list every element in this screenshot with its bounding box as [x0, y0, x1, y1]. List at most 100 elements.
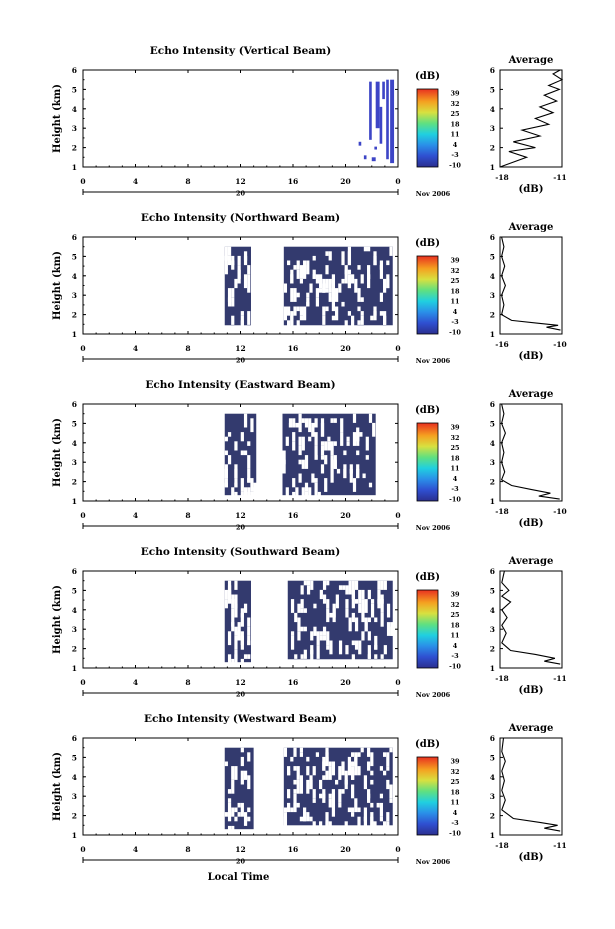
data-gap [293, 802, 297, 813]
data-gap [357, 320, 361, 325]
data-gap [231, 658, 235, 664]
data-gap [299, 315, 304, 321]
data-gap [356, 436, 360, 446]
data-gap [324, 441, 328, 451]
echo-data [358, 79, 395, 164]
data-gap [310, 645, 314, 655]
data-gap [240, 311, 244, 316]
average-y-tick-label: 6 [490, 400, 495, 409]
data-gap [247, 807, 251, 813]
plot-frame [82, 69, 399, 168]
data-gap [312, 274, 316, 279]
data-gap [319, 288, 323, 293]
data-gap [309, 816, 313, 822]
y-axis-label: Height (km) [52, 752, 63, 821]
data-gap [370, 603, 375, 618]
colorbar-tick-label: 25 [450, 277, 460, 285]
y-tick-label: 3 [72, 291, 77, 300]
data-gap [351, 594, 355, 609]
data-gap [227, 798, 232, 803]
data-gap [347, 311, 352, 316]
data-gap [234, 766, 238, 780]
average-y-tick-label: 2 [490, 645, 495, 654]
data-gap [234, 807, 238, 813]
data-gap [374, 654, 378, 659]
x-tick-label: 20 [340, 845, 350, 854]
data-gap [308, 436, 312, 442]
data-gap [374, 645, 378, 650]
colorbar-tick-label: 32 [450, 100, 459, 108]
x-tick-label: 20 [340, 678, 350, 687]
average-x-tick-label: -18 [495, 173, 509, 182]
data-gap [383, 315, 387, 325]
data-gap [243, 255, 248, 266]
data-gap [370, 752, 374, 767]
data-gap [379, 816, 384, 822]
data-gap [326, 599, 330, 609]
y-tick-label: 6 [72, 400, 77, 409]
average-title: Average [508, 222, 554, 233]
data-gap [234, 580, 238, 590]
data-gap [367, 246, 371, 252]
data-gap [227, 789, 232, 794]
y-tick-label: 5 [72, 252, 77, 261]
x-tick-label: 20 [340, 344, 350, 353]
y-axis-label: Height (km) [52, 84, 63, 153]
x-tick-label: 12 [235, 177, 245, 186]
y-tick-label: 4 [72, 439, 77, 448]
data-gap [354, 599, 359, 604]
data-gap [351, 807, 355, 813]
colorbar-tick-label: 18 [450, 454, 460, 462]
data-gap [383, 278, 387, 293]
data-gap [354, 798, 358, 813]
data-gap [319, 631, 323, 636]
data-gap [304, 418, 309, 428]
data-gap [231, 825, 235, 831]
average-y-tick-label: 4 [490, 439, 495, 448]
data-gap [287, 320, 291, 330]
data-gap [367, 747, 371, 757]
data-gap [320, 422, 325, 437]
echo-data [224, 413, 376, 506]
data-gap [247, 311, 251, 325]
data-gap [306, 580, 311, 586]
data-gap [367, 274, 371, 289]
data-gap [352, 478, 357, 492]
data-gap [347, 761, 352, 776]
data-gap [326, 608, 330, 623]
y-tick-label: 4 [72, 606, 77, 615]
data-gap [328, 821, 332, 836]
x-tick-label: 0 [80, 177, 85, 186]
data-gap [227, 288, 232, 302]
data-gap [357, 752, 361, 757]
average-x-label: (dB) [519, 351, 544, 362]
data-gap [367, 654, 371, 659]
data-gap [370, 770, 374, 776]
data-gap [313, 603, 317, 609]
average-y-tick-label: 3 [490, 124, 495, 133]
data-gap [359, 432, 363, 437]
month-label: Nov 2006 [416, 858, 451, 866]
data-gap [247, 274, 251, 284]
data-gap [330, 468, 334, 483]
average-y-tick-label: 3 [490, 291, 495, 300]
data-gap [344, 821, 348, 826]
data-gap [240, 756, 244, 767]
colorbar-tick-label: 25 [450, 611, 460, 619]
average-y-tick-label: 1 [490, 831, 495, 840]
data-gap [224, 436, 228, 442]
data-gap [306, 260, 310, 275]
data-gap [231, 487, 235, 497]
date-label: 20 [236, 524, 246, 532]
data-gap [227, 812, 232, 822]
data-gap [303, 807, 307, 822]
data-gap [243, 654, 248, 659]
data-gap [227, 432, 232, 437]
data-gap [227, 654, 232, 664]
data-gap [368, 482, 373, 488]
data-gap [292, 418, 296, 428]
panel-3: Echo Intensity (Southward Beam)123456Hei… [52, 546, 567, 699]
data-gap [243, 812, 248, 826]
data-gap [351, 640, 355, 646]
data-gap [288, 422, 293, 428]
